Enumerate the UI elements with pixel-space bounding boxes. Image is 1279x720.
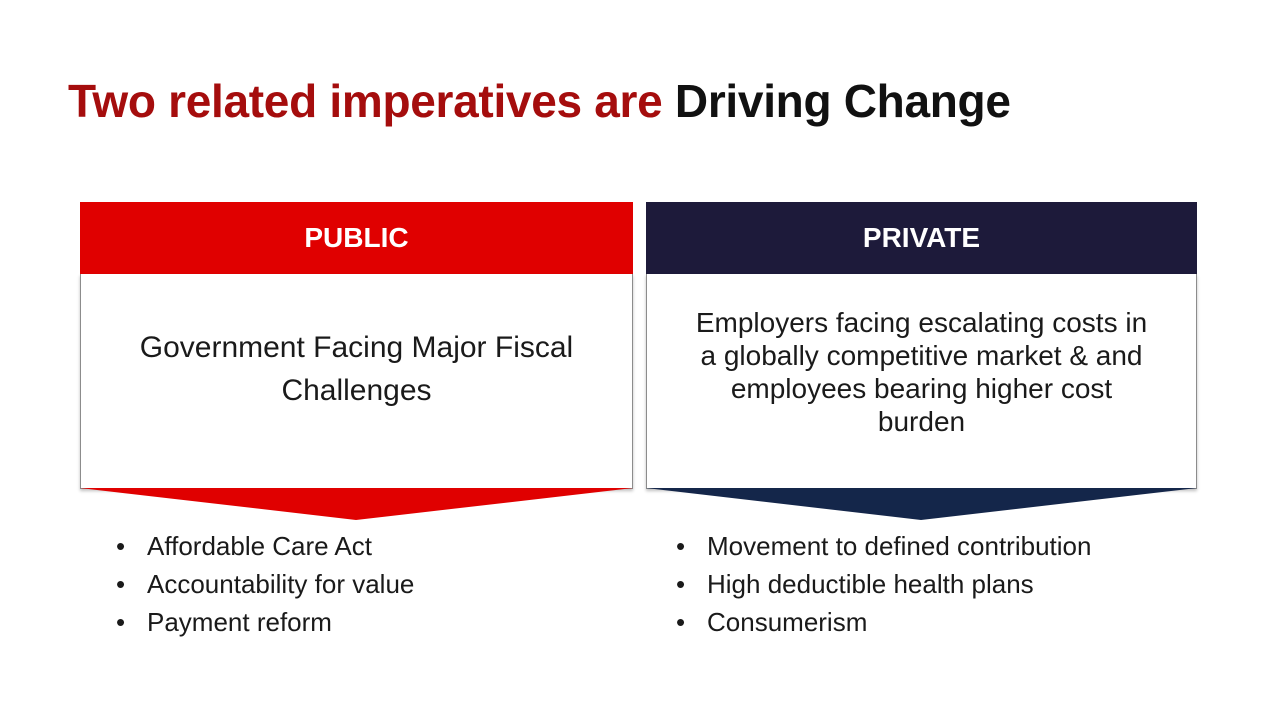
list-item: • Accountability for value (116, 565, 414, 603)
list-item: • Affordable Care Act (116, 527, 414, 565)
bullet-text: Movement to defined contribution (707, 531, 1092, 561)
list-item: • Movement to defined contribution (676, 527, 1091, 565)
public-body: Government Facing Major Fiscal Challenge… (80, 274, 633, 489)
bullet-text: High deductible health plans (707, 569, 1034, 599)
private-header: PRIVATE (646, 202, 1197, 274)
private-body-text: Employers facing escalating costs in a g… (695, 307, 1148, 437)
bullet-text: Consumerism (707, 607, 868, 637)
private-chevron-shape (646, 488, 1197, 520)
title-emphasis-text: Driving Change (674, 75, 1011, 127)
list-item: • Consumerism (676, 603, 1091, 641)
public-bullet-list: • Affordable Care Act • Accountability for… (116, 527, 414, 641)
title-accent-text: Two related imperatives are (68, 75, 663, 127)
private-body: Employers facing escalating costs in a g… (646, 274, 1197, 489)
private-header-label: PRIVATE (862, 222, 981, 253)
bullet-icon: • (116, 531, 126, 561)
bullet-icon: • (676, 569, 686, 599)
bullet-text: Accountability for value (147, 569, 415, 599)
public-panel: PUBLIC Government Facing Major Fiscal Ch… (80, 202, 633, 522)
bullet-icon: • (676, 607, 686, 637)
public-body-text: Government Facing Major Fiscal Challenge… (139, 331, 574, 407)
public-header: PUBLIC (80, 202, 633, 274)
private-bullet-list: • Movement to defined contribution • High … (676, 527, 1091, 641)
list-item: • Payment reform (116, 603, 414, 641)
bullet-icon: • (676, 531, 686, 561)
bullet-icon: • (116, 569, 126, 599)
public-header-label: PUBLIC (304, 222, 409, 253)
bullet-text: Affordable Care Act (147, 531, 372, 561)
bullet-text: Payment reform (147, 607, 332, 637)
public-chevron-shape (80, 488, 633, 520)
list-item: • High deductible health plans (676, 565, 1091, 603)
page-title: Two related imperatives are Driving Chan… (68, 74, 1011, 128)
bullet-icon: • (116, 607, 126, 637)
private-panel: PRIVATE Employers facing escalating cost… (646, 202, 1197, 522)
